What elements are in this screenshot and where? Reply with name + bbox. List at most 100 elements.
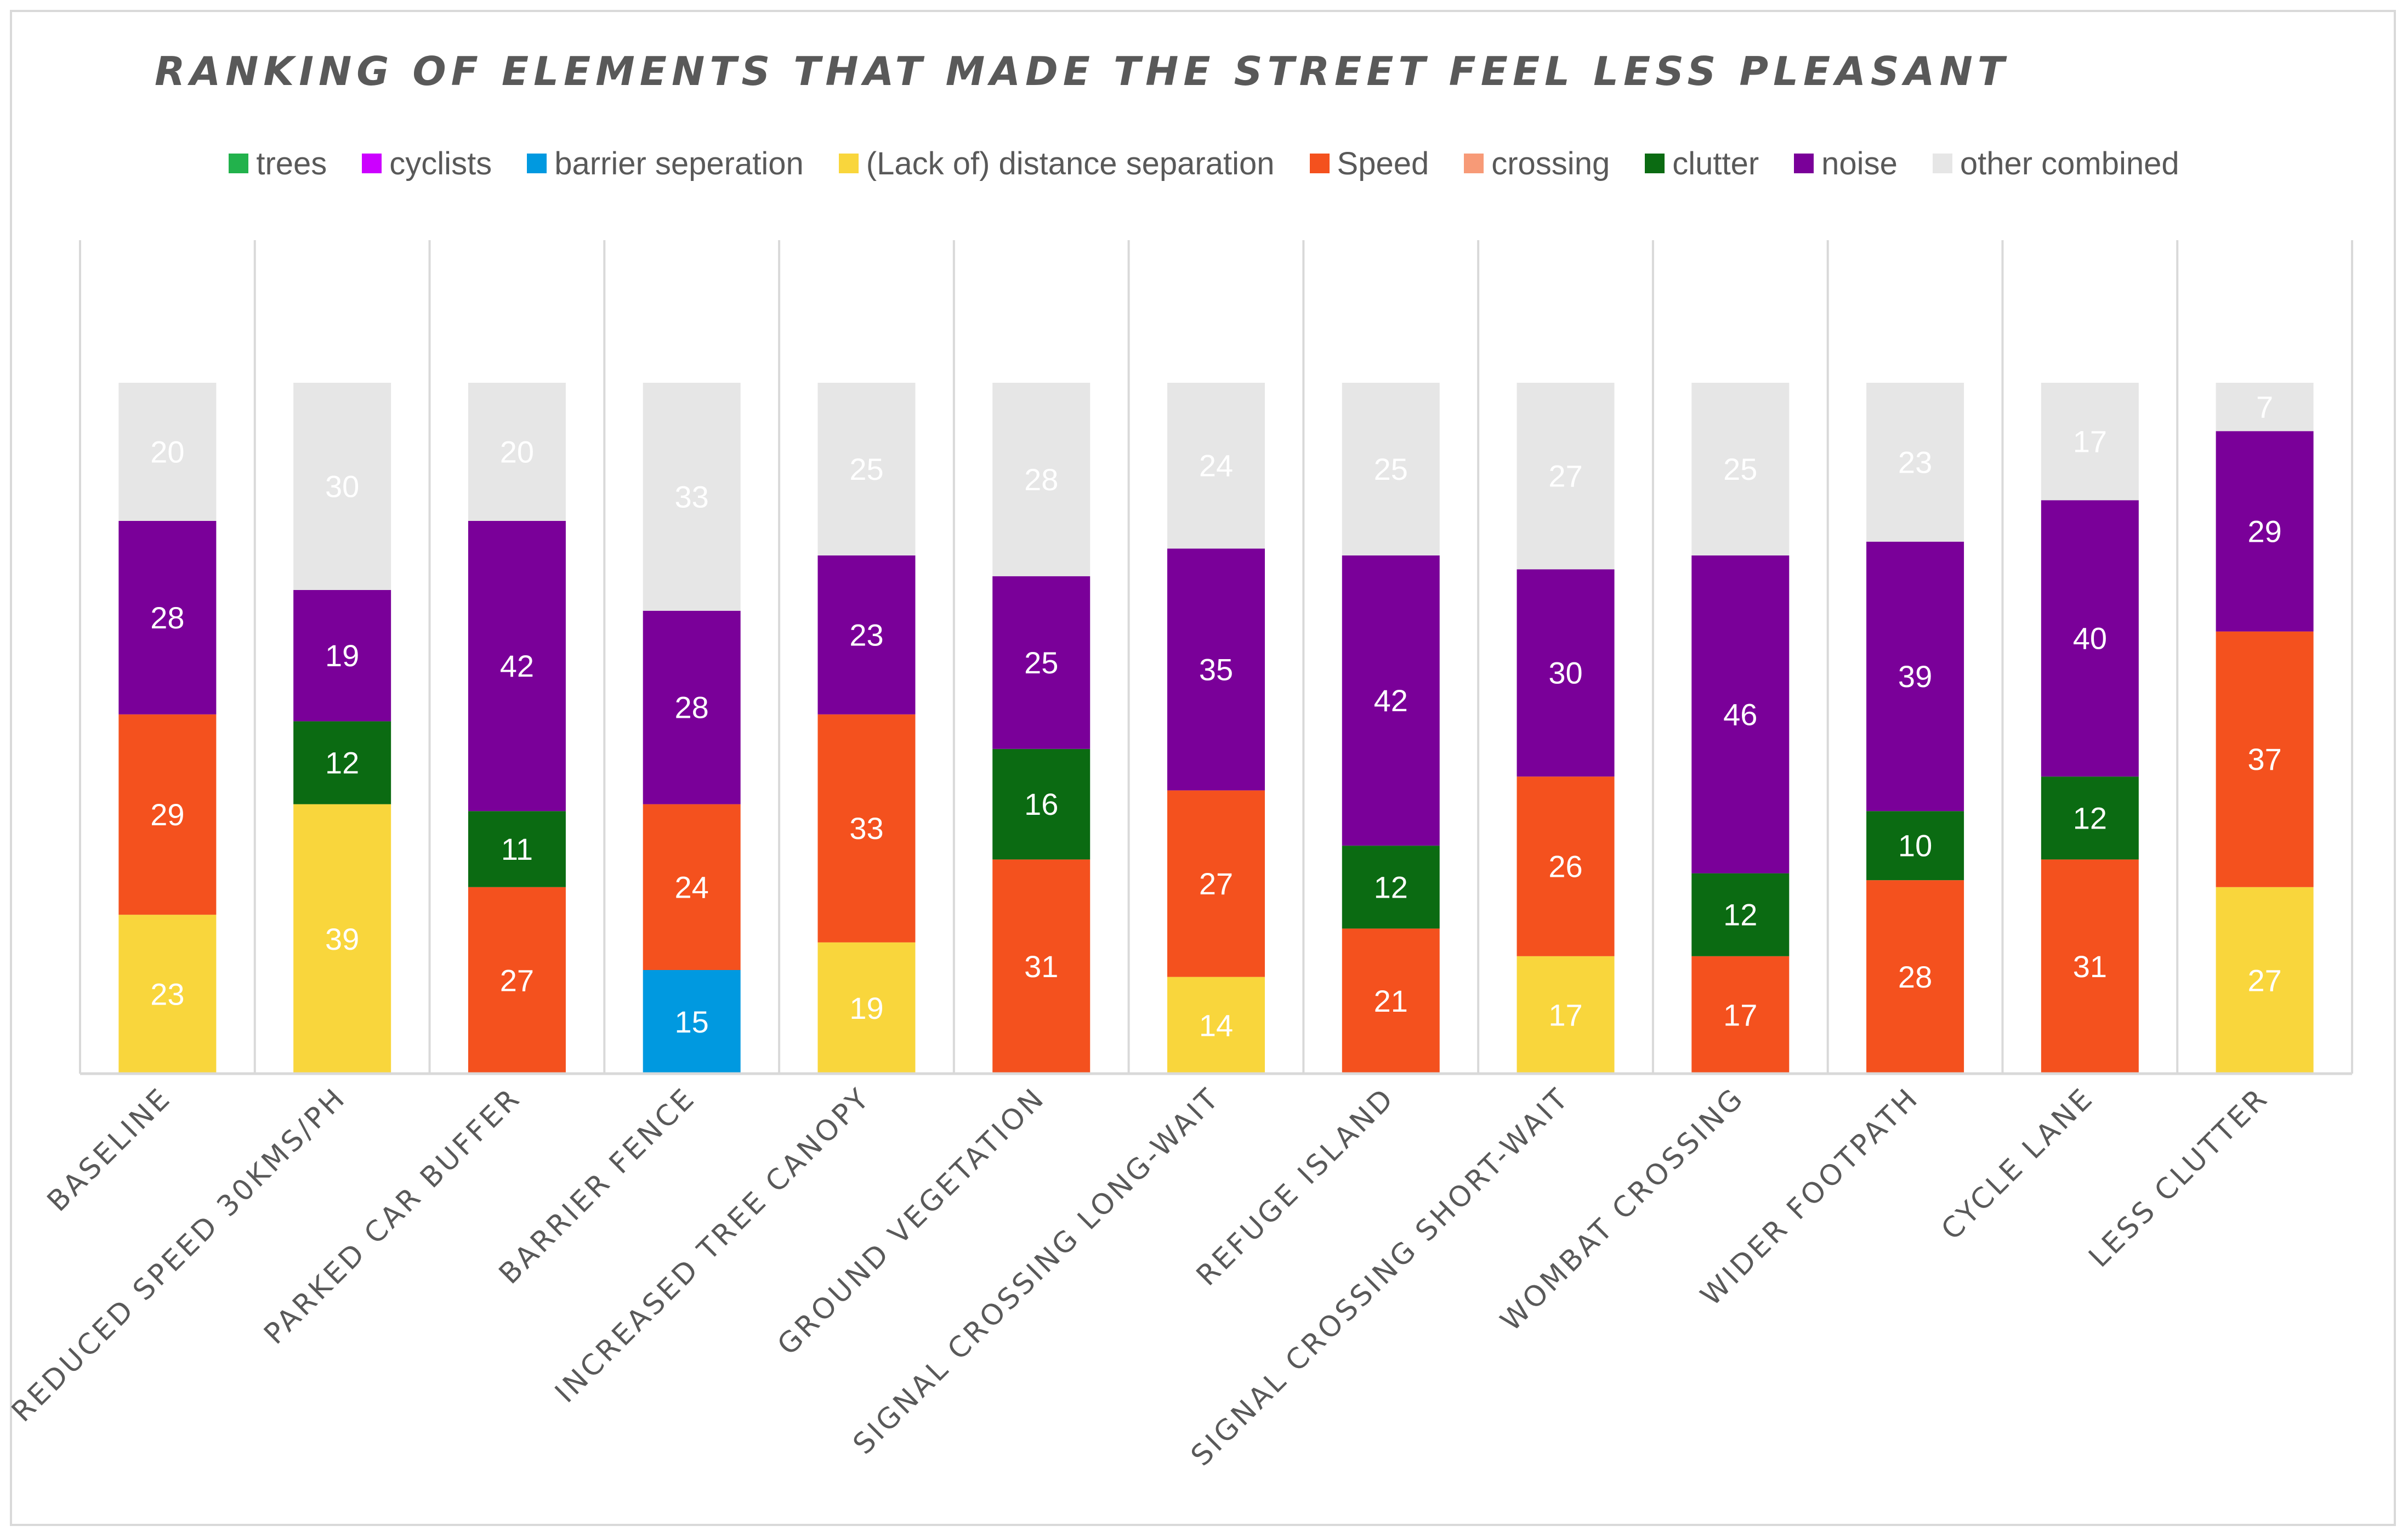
bar-speed: [118, 714, 217, 915]
data-label: 24: [675, 870, 709, 904]
bar-noise: [468, 521, 566, 812]
chart-legend: trees cyclists barrier seperation (Lack of)…: [0, 141, 2408, 185]
bar-noise: [1342, 555, 1440, 846]
bar-other-combined: [468, 383, 566, 521]
bar-clutter: [1691, 873, 1790, 956]
data-label: 31: [2073, 949, 2107, 984]
bar-speed: [992, 859, 1091, 1074]
bar-clutter: [2041, 776, 2139, 860]
bar-noise: [992, 576, 1091, 749]
bar-other-combined: [118, 383, 217, 521]
bar-speed: [1691, 956, 1790, 1074]
data-label: 46: [1723, 697, 1757, 731]
bar-noise: [1691, 555, 1790, 874]
legend-swatch: [362, 154, 382, 173]
data-label: 25: [849, 452, 883, 486]
x-tick-label: INCREASED TREE CANOPY: [549, 1081, 877, 1409]
bar-noise: [817, 555, 916, 714]
bar-speed: [2041, 859, 2139, 1074]
bar-noise: [2216, 431, 2314, 632]
legend-item-speed: Speed: [1309, 145, 1429, 182]
bar-noise: [2041, 500, 2139, 777]
data-label: 20: [500, 435, 534, 469]
data-label: 27: [2247, 963, 2281, 997]
bar-lack-of-distance-separation: [1167, 977, 1265, 1074]
bar-clutter: [1866, 811, 1964, 881]
legend-swatch: [1309, 154, 1330, 173]
legend-swatch: [838, 154, 859, 173]
legend-label: cyclists: [389, 145, 492, 182]
data-label: 31: [1024, 949, 1058, 984]
data-label: 20: [150, 435, 184, 469]
x-tick-label: SIGNAL CROSSING SHORT-WAIT: [1185, 1081, 1576, 1473]
legend-label: noise: [1821, 145, 1898, 182]
bar-other-combined: [1517, 383, 1615, 570]
legend-swatch: [229, 154, 249, 173]
data-label: 33: [849, 811, 883, 846]
bar-other-combined: [817, 383, 916, 555]
x-tick-label: BASELINE: [41, 1081, 178, 1218]
data-label: 25: [1374, 452, 1408, 486]
data-label: 30: [1548, 656, 1582, 690]
data-label: 26: [1548, 849, 1582, 884]
legend-label: other combined: [1960, 145, 2179, 182]
bar-speed: [1517, 776, 1615, 956]
data-label: 28: [1898, 960, 1932, 994]
data-label: 12: [2073, 801, 2107, 835]
bar-speed: [468, 887, 566, 1074]
chart-title: RANKING OF ELEMENTS THAT MADE THE STREET…: [155, 48, 2009, 94]
data-label: 28: [1024, 462, 1058, 497]
bar-clutter: [992, 748, 1091, 860]
data-label: 23: [849, 617, 883, 652]
bar-other-combined: [293, 383, 391, 590]
data-label: 16: [1024, 787, 1058, 821]
legend-item-noise: noise: [1794, 145, 1898, 182]
data-label: 29: [150, 797, 184, 832]
legend-item-other-combined: other combined: [1932, 145, 2179, 182]
legend-swatch: [527, 154, 547, 173]
data-label: 28: [150, 600, 184, 635]
legend-item-trees: trees: [229, 145, 327, 182]
data-label: 30: [325, 469, 359, 504]
data-label: 14: [1199, 1008, 1233, 1042]
data-label: 37: [2247, 742, 2281, 776]
legend-swatch: [1645, 154, 1665, 173]
x-tick-label: LESS CLUTTER: [2083, 1081, 2275, 1274]
bar-lack-of-distance-separation: [817, 942, 916, 1074]
bar-other-combined: [2216, 383, 2314, 432]
legend-label: (Lack of) distance separation: [866, 145, 1275, 182]
bar-noise: [643, 610, 741, 804]
legend-item-cyclists: cyclists: [362, 145, 492, 182]
data-label: 17: [1723, 997, 1757, 1032]
legend-item-clutter: clutter: [1645, 145, 1759, 182]
legend-label: crossing: [1491, 145, 1610, 182]
data-label: 42: [500, 649, 534, 683]
data-label: 25: [1024, 645, 1058, 680]
bar-noise: [293, 590, 391, 722]
data-label: 15: [675, 1005, 709, 1039]
bar-barrier-seperation: [643, 970, 741, 1074]
bar-other-combined: [2041, 383, 2139, 501]
bar-other-combined: [1691, 383, 1790, 555]
x-tick-label: REDUCED SPEED 30KMS/PH: [5, 1081, 353, 1428]
data-label: 27: [1548, 459, 1582, 494]
bar-noise: [1866, 541, 1964, 812]
bar-lack-of-distance-separation: [118, 915, 217, 1074]
data-label: 42: [1374, 683, 1408, 718]
bar-clutter: [468, 811, 566, 887]
legend-swatch: [1932, 154, 1952, 173]
data-label: 28: [675, 690, 709, 725]
bar-other-combined: [1866, 383, 1964, 542]
bar-speed: [643, 804, 741, 970]
bar-other-combined: [992, 383, 1091, 576]
x-tick-label: CYCLE LANE: [1935, 1081, 2100, 1247]
bar-lack-of-distance-separation: [293, 804, 391, 1074]
data-label: 39: [1898, 659, 1932, 694]
bar-clutter: [1342, 846, 1440, 929]
data-label: 12: [1723, 898, 1757, 932]
legend-item-barrier-seperation: barrier seperation: [527, 145, 804, 182]
bar-lack-of-distance-separation: [1517, 956, 1615, 1074]
bar-clutter: [293, 721, 391, 804]
data-label: 40: [2073, 621, 2107, 656]
